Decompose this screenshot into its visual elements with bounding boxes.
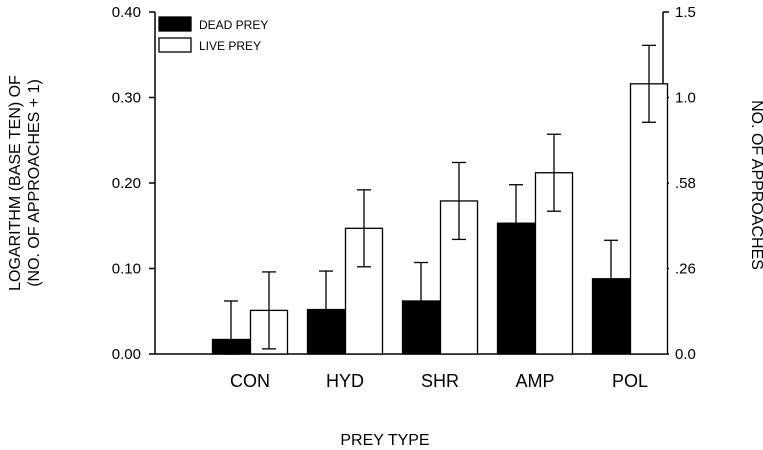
x-tick-label: SHR: [421, 371, 459, 391]
y-tick-label-left: 0.40: [112, 4, 141, 21]
y-tick-label-right: .58: [675, 175, 696, 192]
y-axis-title-line1: LOGARITHM (BASE TEN) OF: [7, 75, 24, 291]
x-tick-label: AMP: [515, 371, 554, 391]
y-tick-label-left: 0.30: [112, 90, 141, 107]
plot-area: 0.00 0.10 0.20 0.30 0.40 0.0 .26 .58 1.0 1.5 CON HY…: [112, 4, 696, 391]
legend-swatch-live-prey: [158, 37, 192, 53]
legend-label-dead-prey: DEAD PREY: [199, 18, 268, 32]
y-tick-label-right: 0.0: [675, 346, 696, 363]
x-tick-label: HYD: [326, 371, 364, 391]
x-axis-title: PREY TYPE: [340, 432, 429, 449]
y-tick-label-left: 0.20: [112, 175, 141, 192]
y-axis-title-line2: (NO. OF APPROACHES + 1): [26, 79, 43, 287]
y-tick-label-left: 0.10: [112, 261, 141, 278]
bar-live-prey: [629, 83, 669, 355]
y-tick-label-left: 0.00: [112, 346, 141, 363]
y-tick-label-right: .26: [675, 261, 696, 278]
legend-label-live-prey: LIVE PREY: [199, 39, 261, 53]
x-tick-label: POL: [612, 371, 648, 391]
y-tick-label-right: 1.0: [675, 90, 696, 107]
legend-swatch-dead-prey: [158, 16, 192, 32]
y-axis-right-title: NO. OF APPROACHES: [748, 100, 763, 270]
x-tick-label: CON: [230, 371, 270, 391]
y-tick-label-right: 1.5: [675, 4, 696, 21]
